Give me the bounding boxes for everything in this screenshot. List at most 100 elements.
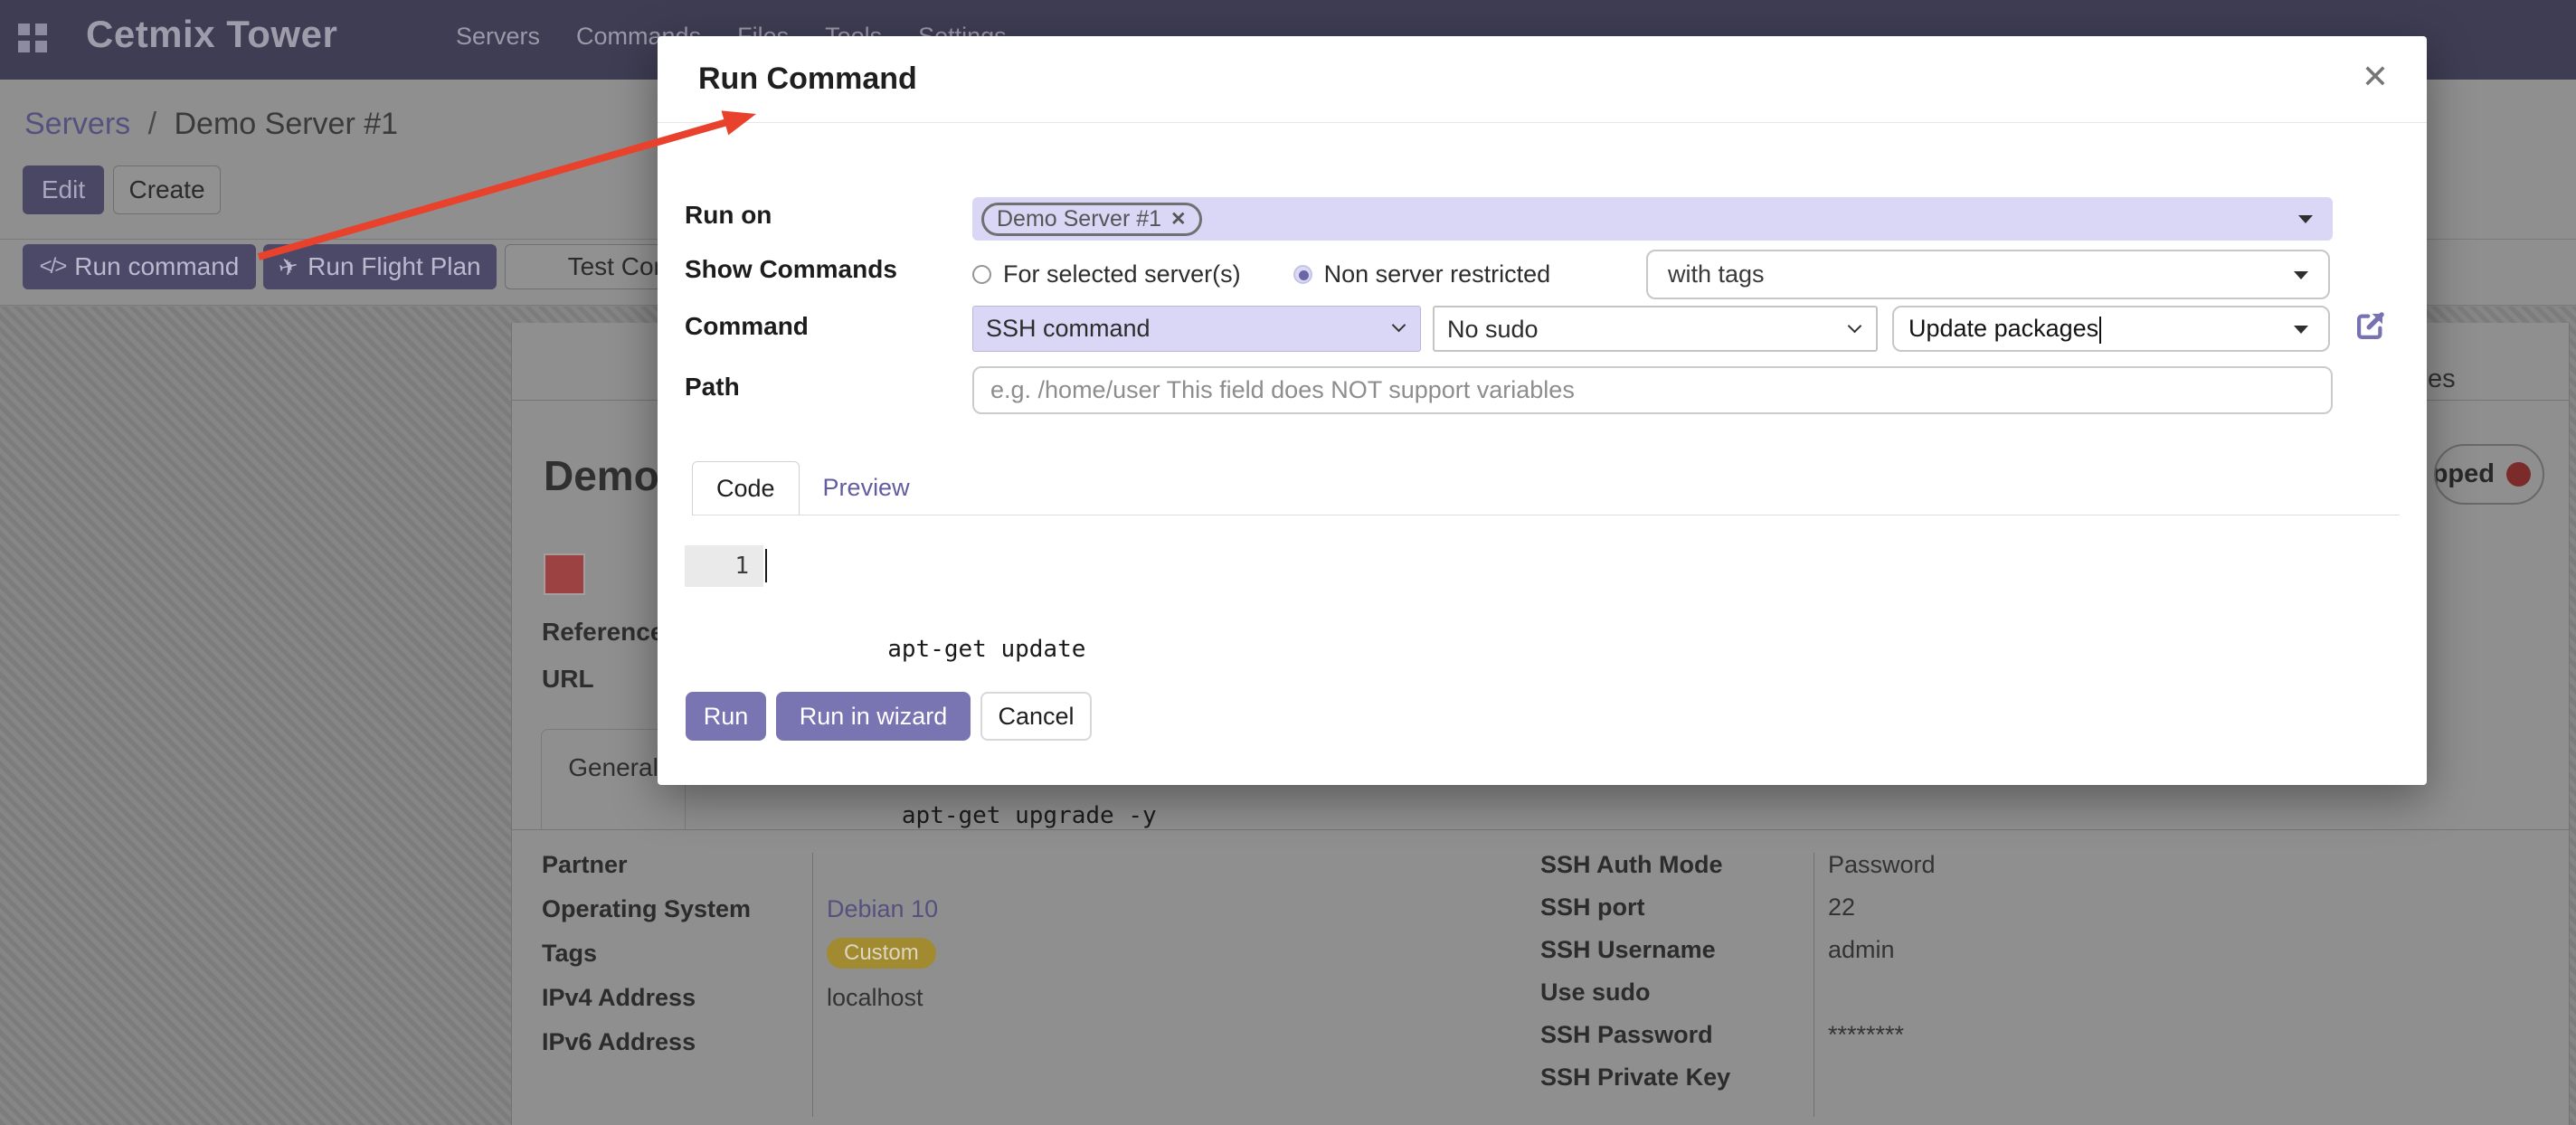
- detail-label: Partner: [542, 851, 628, 878]
- path-label: Path: [685, 373, 740, 401]
- run-command-modal: Run Command ✕ Run on Demo Server #1 ✕ Sh…: [658, 36, 2427, 829]
- radio-option-label: For selected server(s): [1003, 260, 1241, 288]
- run-in-wizard-button[interactable]: Run in wizard: [776, 692, 971, 741]
- radio-option[interactable]: For selected server(s): [972, 260, 1241, 288]
- detail-label: IPv6 Address: [542, 1028, 696, 1055]
- run-command-label: Run command: [74, 252, 240, 280]
- sudo-select[interactable]: No sudo: [1433, 306, 1878, 352]
- command-type-select[interactable]: SSH command: [972, 306, 1421, 352]
- detail-label: SSH Username: [1540, 936, 1716, 963]
- run-flight-plan-label: Run Flight Plan: [308, 252, 481, 280]
- code-line-number: 1: [685, 545, 763, 587]
- code-segment: apt-get update: [887, 636, 1101, 663]
- run-on-label: Run on: [685, 201, 772, 229]
- detail-label: SSH port: [1540, 893, 1645, 921]
- detail-value: localhost: [827, 984, 923, 1011]
- run-flight-plan-button[interactable]: ✈ Run Flight Plan: [263, 244, 497, 289]
- show-commands-radio-group: For selected server(s) Non server restri…: [972, 250, 1550, 298]
- command-label: Command: [685, 312, 809, 340]
- detail-label: SSH Private Key: [1540, 1064, 1731, 1091]
- detail-row: Operating System Debian 10: [542, 895, 1446, 940]
- run-button[interactable]: Run: [686, 692, 766, 741]
- show-commands-label: Show Commands: [685, 255, 897, 283]
- dropdown-caret-icon[interactable]: [2298, 215, 2313, 223]
- detail-row: SSH Private Key: [1540, 1064, 2445, 1106]
- apps-grid-icon[interactable]: [18, 24, 47, 52]
- detail-row: SSH Username admin: [1540, 936, 2445, 978]
- with-tags-select[interactable]: with tags: [1646, 250, 2330, 299]
- detail-value: Custom: [827, 938, 936, 969]
- edit-button[interactable]: Edit: [23, 165, 104, 214]
- detail-value: 22: [1828, 893, 1856, 921]
- dropdown-caret-icon: [2294, 325, 2308, 334]
- chevron-down-icon: [1391, 317, 1406, 333]
- detail-label: SSH Password: [1540, 1021, 1713, 1048]
- status-label: Stopped: [2434, 459, 2495, 488]
- text-cursor: [2099, 316, 2102, 344]
- breadcrumb-current-record: Demo Server #1: [174, 107, 399, 141]
- clipped-smart-button-text[interactable]: es: [2428, 364, 2456, 393]
- navbar-menu-item[interactable]: Servers: [456, 23, 541, 50]
- modal-tabs: Code Preview: [692, 461, 933, 515]
- detail-row: Tags Custom: [542, 938, 1446, 984]
- tab[interactable]: Preview: [822, 474, 910, 501]
- url-label: URL: [542, 665, 594, 693]
- breadcrumb-servers-link[interactable]: Servers: [24, 107, 131, 141]
- breadcrumb-separator: /: [147, 107, 157, 141]
- breadcrumb: Servers / Demo Server #1: [24, 107, 398, 142]
- code-segment: apt-get upgrade -y: [887, 802, 1157, 829]
- detail-row: IPv6 Address: [542, 1028, 1446, 1073]
- radio-icon: [972, 264, 991, 284]
- detail-value: ********: [1828, 1021, 1905, 1048]
- modal-header-border: [658, 122, 2427, 123]
- code-cursor: [765, 549, 767, 582]
- reference-label: Reference: [542, 618, 665, 646]
- detail-row: SSH port 22: [1540, 893, 2445, 936]
- detail-label: SSH Auth Mode: [1540, 851, 1723, 878]
- detail-label: Operating System: [542, 895, 752, 922]
- path-input[interactable]: e.g. /home/user This field does NOT supp…: [972, 366, 2333, 414]
- modal-title: Run Command: [698, 61, 917, 96]
- detail-row: SSH Password ********: [1540, 1021, 2445, 1064]
- detail-row: Partner: [542, 851, 1446, 895]
- code-icon: </>: [39, 254, 68, 279]
- command-type-value: SSH command: [986, 315, 1151, 342]
- detail-value: Debian 10: [827, 895, 939, 922]
- external-link-icon[interactable]: [2351, 307, 2389, 345]
- detail-label: IPv4 Address: [542, 984, 696, 1011]
- sudo-value: No sudo: [1447, 316, 1539, 343]
- run-command-button[interactable]: </> Run command: [23, 244, 256, 289]
- radio-icon: [1293, 264, 1312, 284]
- sheet-tabs-underline: [512, 829, 2569, 830]
- details-column-left: Partner Operating System Debian 10 Tags …: [542, 851, 1446, 1117]
- plane-icon: ✈: [276, 251, 301, 282]
- status-dot-icon: [2506, 462, 2531, 487]
- server-tag-label: Demo Server #1: [997, 205, 1162, 232]
- server-status-badge[interactable]: Stopped: [2434, 444, 2544, 505]
- tab[interactable]: Code: [692, 461, 800, 515]
- run-on-field[interactable]: Demo Server #1 ✕: [972, 197, 2333, 241]
- server-tag-pill: Demo Server #1 ✕: [981, 202, 1202, 236]
- command-value: Update packages: [1908, 315, 2099, 342]
- dropdown-caret-icon: [2294, 270, 2308, 279]
- create-button[interactable]: Create: [113, 165, 221, 214]
- chevron-down-icon: [1847, 318, 1862, 334]
- radio-option[interactable]: Non server restricted: [1293, 260, 1551, 288]
- detail-row: IPv4 Address localhost: [542, 984, 1446, 1028]
- details-divider: [812, 853, 813, 1117]
- detail-label: Tags: [542, 940, 598, 967]
- detail-label: Use sudo: [1540, 978, 1651, 1006]
- detail-row: SSH Auth Mode Password: [1540, 851, 2445, 893]
- detail-value: admin: [1828, 936, 1895, 963]
- app-brand[interactable]: Cetmix Tower: [86, 13, 338, 55]
- radio-option-label: Non server restricted: [1323, 260, 1551, 288]
- details-column-right: SSH Auth Mode Password SSH port 22 SSH U…: [1540, 851, 2445, 1117]
- close-icon[interactable]: ✕: [2356, 60, 2394, 94]
- detail-row: Use sudo: [1540, 978, 2445, 1021]
- cancel-button[interactable]: Cancel: [980, 692, 1092, 741]
- tag-remove-icon[interactable]: ✕: [1170, 208, 1187, 230]
- command-combobox[interactable]: Update packages: [1892, 306, 2330, 352]
- server-color-swatch[interactable]: [544, 553, 585, 595]
- code-editor-line[interactable]: apt-get update && apt-get upgrade -y: [774, 545, 1156, 829]
